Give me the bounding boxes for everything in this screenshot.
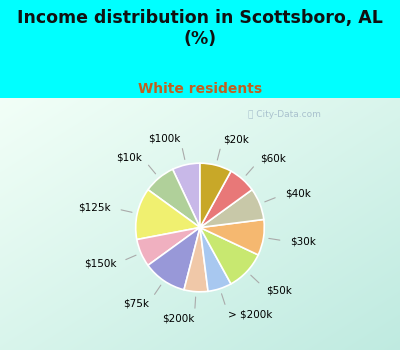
Text: $100k: $100k <box>148 133 180 143</box>
Text: $10k: $10k <box>116 152 142 162</box>
Text: $50k: $50k <box>266 285 292 295</box>
Wedge shape <box>200 163 231 228</box>
Wedge shape <box>136 190 200 239</box>
Wedge shape <box>200 228 231 291</box>
Wedge shape <box>200 190 264 228</box>
Text: $40k: $40k <box>285 189 311 199</box>
Wedge shape <box>200 228 258 284</box>
Text: $20k: $20k <box>223 134 248 144</box>
Wedge shape <box>173 163 200 228</box>
Wedge shape <box>148 228 200 290</box>
Wedge shape <box>148 169 200 228</box>
Text: $200k: $200k <box>162 314 194 324</box>
Text: $150k: $150k <box>84 259 116 269</box>
Text: White residents: White residents <box>138 82 262 96</box>
Text: ⓘ City-Data.com: ⓘ City-Data.com <box>248 110 321 119</box>
Wedge shape <box>137 228 200 265</box>
Text: $125k: $125k <box>78 203 111 212</box>
Wedge shape <box>184 228 208 292</box>
Text: $75k: $75k <box>123 298 149 308</box>
Text: Income distribution in Scottsboro, AL
(%): Income distribution in Scottsboro, AL (%… <box>17 9 383 48</box>
Text: $30k: $30k <box>290 237 316 247</box>
Text: $60k: $60k <box>260 154 286 164</box>
Wedge shape <box>200 219 264 255</box>
Wedge shape <box>200 171 252 228</box>
Text: > $200k: > $200k <box>228 309 273 319</box>
